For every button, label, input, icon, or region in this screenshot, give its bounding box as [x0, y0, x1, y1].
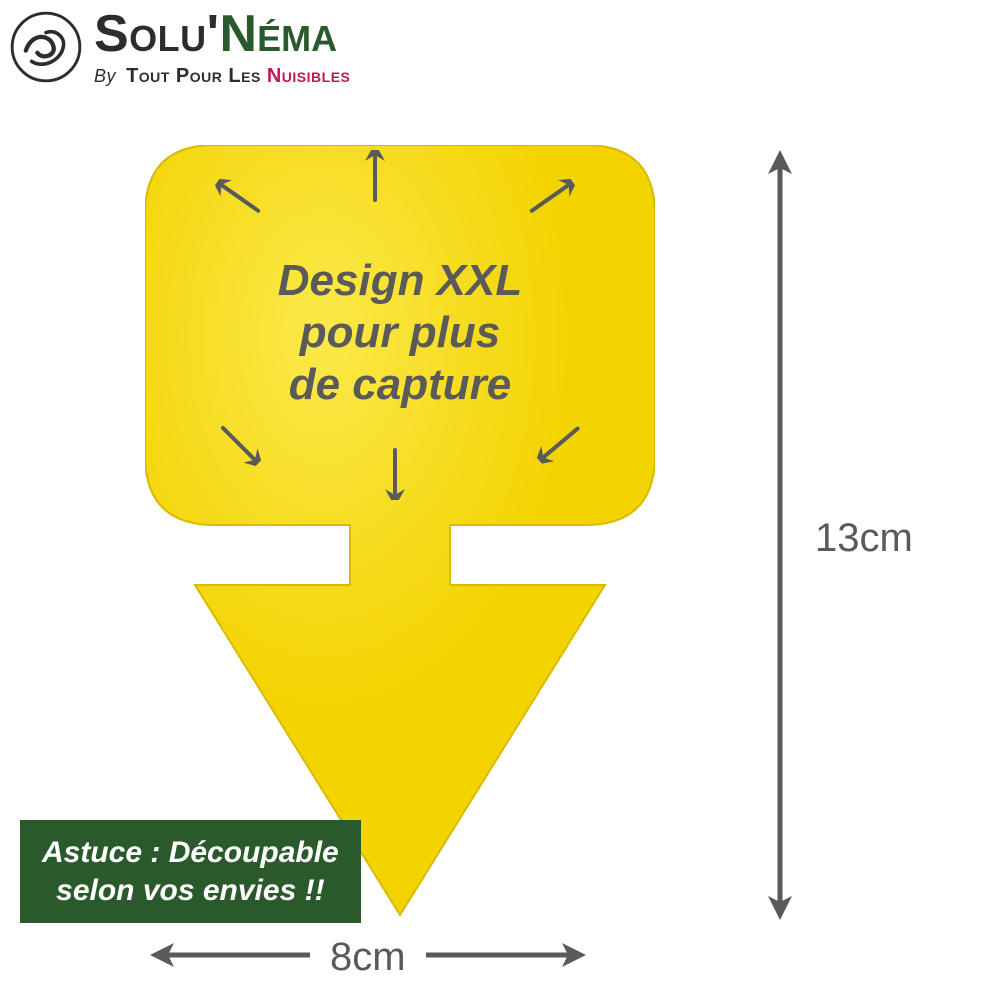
brand-tagline: By Tout Pour Les Nuisibles	[94, 66, 350, 86]
headline-line: pour plus	[205, 307, 595, 359]
tip-callout: Astuce : Découpable selon vos envies !!	[20, 820, 361, 923]
headline-line: de capture	[205, 359, 595, 411]
product-headline: Design XXL pour plus de capture	[205, 255, 595, 411]
dimension-width: 8cm	[150, 933, 586, 982]
headline-line: Design XXL	[205, 255, 595, 307]
tagline-text-1: Tout Pour Les	[126, 65, 267, 87]
brand-logo: Solu' Néma By Tout Pour Les Nuisibles	[10, 8, 350, 86]
dimension-arrow-icon	[150, 933, 310, 982]
tagline-by: By	[94, 66, 116, 86]
tip-line: Astuce : Découpable	[42, 834, 339, 872]
tagline-text-2: Nuisibles	[267, 65, 351, 87]
infographic-stage: Solu' Néma By Tout Pour Les Nuisibles	[0, 0, 1000, 1000]
nematode-swirl-icon	[10, 11, 82, 83]
dimension-width-label: 8cm	[330, 935, 406, 980]
dimension-arrow-icon	[426, 933, 586, 982]
brand-name-part1: Solu'	[94, 8, 220, 60]
tip-line: selon vos envies !!	[42, 872, 339, 910]
brand-name-part2: Néma	[220, 8, 338, 60]
dimension-height: 13cm	[760, 150, 800, 920]
brand-text: Solu' Néma By Tout Pour Les Nuisibles	[94, 8, 350, 86]
dimension-height-label: 13cm	[815, 516, 913, 561]
